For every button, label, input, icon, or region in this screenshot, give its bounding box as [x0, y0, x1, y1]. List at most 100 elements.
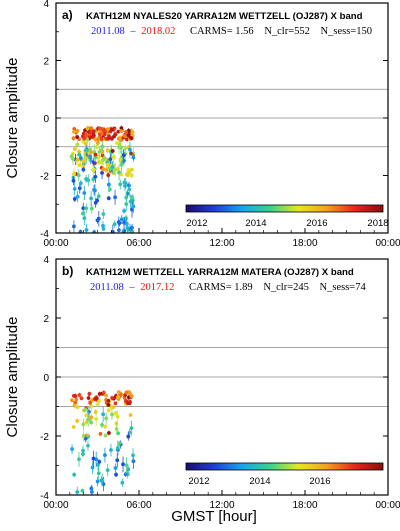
data-point: [94, 145, 99, 149]
data-point: [88, 154, 93, 159]
data-point: [110, 165, 115, 170]
data-point: [99, 478, 104, 483]
data-point: [106, 182, 111, 187]
data-point: [117, 441, 122, 446]
data-point: [118, 136, 122, 140]
data-point: [71, 178, 76, 183]
data-point: [88, 400, 93, 405]
data-point: [91, 133, 96, 138]
data-point: [87, 409, 91, 414]
data-point: [81, 434, 86, 438]
data-point: [124, 390, 129, 395]
data-point: [121, 153, 126, 157]
data-point: [89, 206, 94, 211]
data-point: [89, 126, 94, 131]
data-point: [119, 129, 124, 134]
data-point: [110, 230, 115, 233]
data-point: [118, 182, 123, 187]
x-tick-label: 06:00: [126, 500, 151, 511]
x-tick-label: 00:00: [375, 500, 400, 511]
data-point: [129, 136, 134, 141]
data-point: [116, 390, 121, 394]
panel-a-colorbar-tick: 2014: [245, 218, 266, 229]
data-point: [81, 206, 86, 211]
data-point: [94, 396, 99, 401]
data-point: [84, 133, 89, 138]
data-point: [93, 174, 98, 179]
data-point: [87, 391, 92, 396]
panel-b-colorbar-tick: 2014: [249, 476, 270, 487]
data-point: [124, 130, 128, 134]
data-point: [95, 402, 100, 407]
data-point: [106, 398, 111, 403]
data-point: [113, 167, 118, 172]
x-tick-label: 00:00: [43, 500, 68, 511]
panel-a-nsess: N_sess=150: [321, 26, 372, 37]
data-point: [93, 200, 98, 205]
data-point: [115, 446, 120, 451]
data-point: [110, 412, 114, 417]
data-point: [99, 137, 104, 141]
data-point: [106, 403, 111, 407]
data-point: [100, 149, 105, 154]
data-point: [125, 173, 130, 178]
data-point: [85, 137, 90, 142]
data-point: [73, 400, 78, 405]
data-point: [115, 458, 120, 463]
data-point: [71, 156, 75, 161]
data-point: [110, 149, 115, 153]
data-point: [80, 488, 85, 493]
data-point: [95, 137, 100, 142]
data-point: [82, 216, 87, 221]
data-point: [127, 187, 132, 192]
data-point: [107, 431, 111, 435]
data-point: [105, 127, 110, 131]
data-point: [126, 168, 131, 172]
data-point: [92, 230, 97, 233]
data-point: [90, 490, 94, 494]
data-point: [75, 490, 80, 494]
data-point: [100, 170, 104, 175]
data-point: [100, 144, 105, 149]
data-point: [71, 425, 76, 429]
panel-b-nclr: N_clr=245: [263, 282, 309, 293]
data-point: [113, 132, 118, 137]
y-tick-label: -2: [40, 172, 49, 183]
data-point: [75, 405, 80, 410]
panel-a-colorbar-tick: 2012: [186, 218, 207, 229]
y-tick-label: 0: [43, 114, 49, 125]
data-point: [77, 186, 82, 191]
data-point: [83, 155, 88, 160]
data-point: [83, 141, 88, 146]
data-point: [118, 157, 123, 162]
data-point: [72, 127, 77, 131]
data-point: [77, 393, 82, 397]
data-point: [72, 186, 77, 191]
panel-a-date-sep: –: [129, 26, 136, 37]
data-point: [101, 212, 106, 216]
data-point: [116, 220, 121, 224]
data-point: [131, 204, 135, 209]
data-point: [76, 173, 81, 178]
data-point: [117, 228, 121, 233]
panel-a-colorbar: 2012 2014 2016 2018: [185, 204, 389, 229]
y-tick-label: 4: [43, 255, 49, 266]
data-point: [102, 128, 107, 132]
panel-b-points: [70, 389, 136, 495]
data-point: [99, 131, 104, 136]
data-point: [104, 168, 109, 173]
data-point: [84, 420, 89, 425]
x-tick-label: 06:00: [126, 238, 151, 249]
x-tick-label: 00:00: [43, 238, 68, 249]
data-point: [125, 191, 130, 196]
data-point: [101, 223, 105, 228]
data-point: [72, 197, 77, 201]
data-point: [96, 155, 101, 159]
data-point: [106, 136, 111, 141]
data-point: [111, 170, 115, 175]
data-point: [78, 181, 83, 186]
data-point: [81, 167, 86, 172]
panel-b-date-start: 2011.08: [90, 282, 124, 293]
data-point: [89, 420, 93, 425]
y-tick-label: -2: [40, 432, 49, 443]
